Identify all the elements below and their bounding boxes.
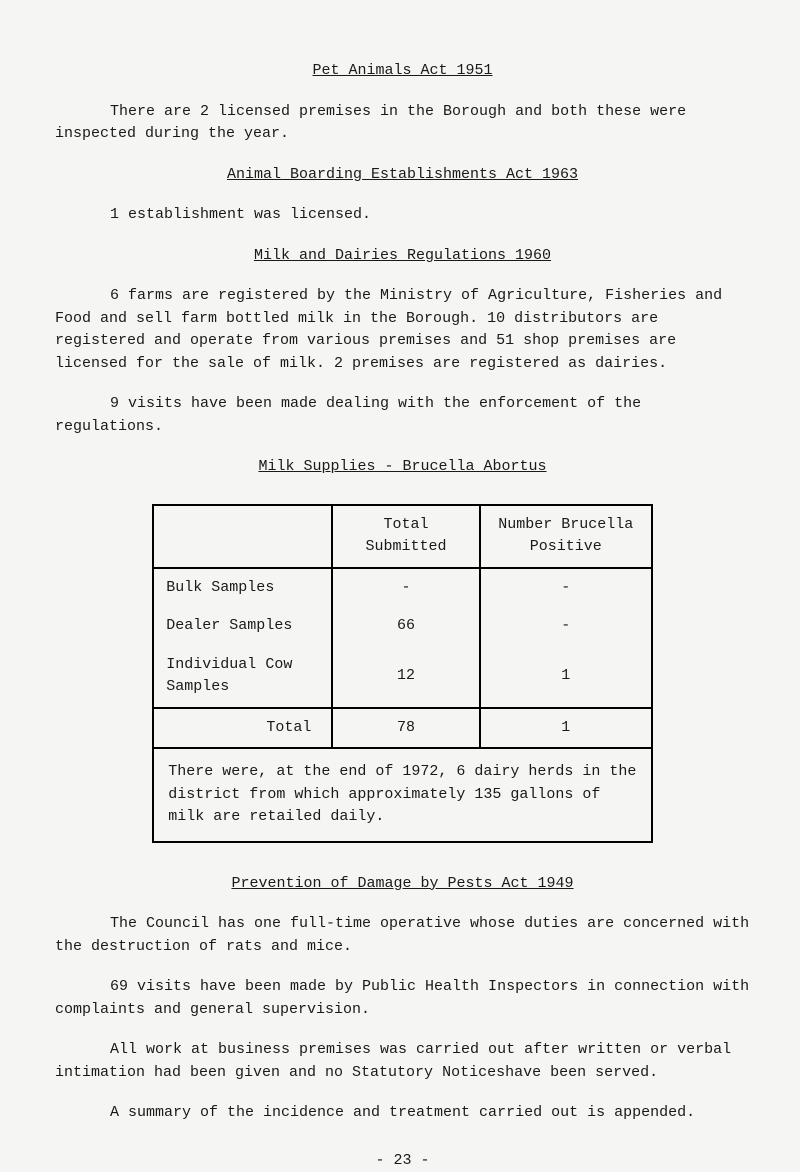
page-number: - 23 - [55,1150,750,1172]
table-cell-label: Dealer Samples [153,607,332,646]
para-pests-4: A summary of the incidence and treatment… [55,1102,750,1125]
heading-animal-boarding: Animal Boarding Establishments Act 1963 [55,164,750,187]
table-cell-positive: 1 [480,646,652,708]
table-total-positive: 1 [480,708,652,749]
table-cell-submitted: - [332,568,479,608]
table-footer-row: There were, at the end of 1972, 6 dairy … [153,748,651,842]
para-pests-1: The Council has one full-time operative … [55,913,750,958]
para-pests-2: 69 visits have been made by Public Healt… [55,976,750,1021]
table-cell-submitted: 12 [332,646,479,708]
table-header-row: Total Submitted Number Brucella Positive [153,505,651,568]
table-row: Individual Cow Samples 12 1 [153,646,651,708]
table-cell-positive: - [480,568,652,608]
para-animal-boarding: 1 establishment was licensed. [55,204,750,227]
table-footer-text: There were, at the end of 1972, 6 dairy … [153,748,651,842]
table-cell-label: Bulk Samples [153,568,332,608]
table-total-submitted: 78 [332,708,479,749]
para-pests-3: All work at business premises was carrie… [55,1039,750,1084]
table-row: Dealer Samples 66 - [153,607,651,646]
table-row: Bulk Samples - - [153,568,651,608]
heading-milk-dairies: Milk and Dairies Regulations 1960 [55,245,750,268]
heading-milk-supplies: Milk Supplies - Brucella Abortus [55,456,750,479]
para-milk-dairies-2: 9 visits have been made dealing with the… [55,393,750,438]
table-total-row: Total 78 1 [153,708,651,749]
para-pet-animals: There are 2 licensed premises in the Bor… [55,101,750,146]
heading-pests: Prevention of Damage by Pests Act 1949 [55,873,750,896]
table-cell-submitted: 66 [332,607,479,646]
brucella-table: Total Submitted Number Brucella Positive… [152,504,652,843]
table-cell-positive: - [480,607,652,646]
table-header-blank [153,505,332,568]
table-header-submitted: Total Submitted [332,505,479,568]
table-cell-label: Individual Cow Samples [153,646,332,708]
table-total-label: Total [153,708,332,749]
para-milk-dairies-1: 6 farms are registered by the Ministry o… [55,285,750,375]
table-header-positive: Number Brucella Positive [480,505,652,568]
heading-pet-animals: Pet Animals Act 1951 [55,60,750,83]
